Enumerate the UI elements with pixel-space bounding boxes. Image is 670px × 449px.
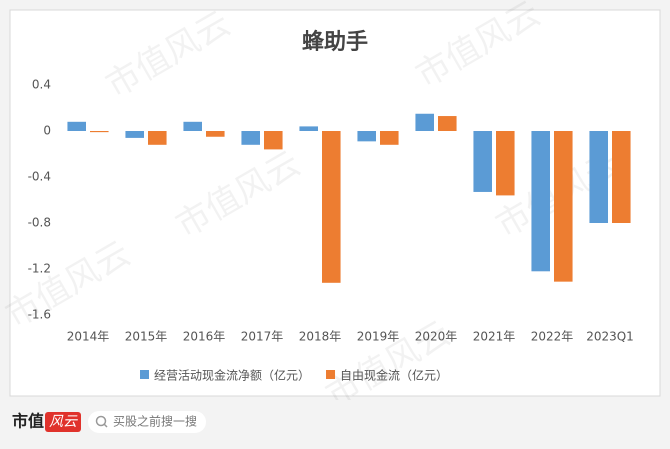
y-tick-label: 0.4 — [32, 78, 51, 92]
x-tick-label: 2014年 — [67, 330, 110, 344]
bar — [473, 131, 492, 192]
x-tick-label: 2021年 — [473, 330, 516, 344]
bar — [415, 113, 434, 131]
brand: 市值 — [12, 412, 44, 431]
search-icon — [95, 415, 107, 427]
bar — [612, 131, 631, 223]
bar — [67, 121, 86, 131]
x-tick-label: 2022年 — [531, 330, 574, 344]
legend-swatch — [140, 370, 149, 379]
y-tick-label: -0.8 — [28, 216, 51, 230]
bar — [554, 131, 573, 282]
bar — [183, 121, 202, 131]
bar — [322, 131, 341, 283]
y-tick-label: -0.4 — [28, 170, 51, 184]
bar — [589, 131, 608, 223]
y-tick-label: -1.6 — [28, 308, 51, 322]
legend-label: 经营活动现金流净额（亿元） — [154, 368, 310, 383]
bar — [496, 131, 515, 196]
x-tick-label: 2016年 — [183, 330, 226, 344]
bar — [380, 131, 399, 145]
x-tick-label: 2018年 — [299, 330, 342, 344]
y-tick-label: 0 — [43, 124, 51, 138]
legend-swatch — [326, 370, 336, 379]
bar — [90, 131, 109, 133]
bar — [531, 131, 550, 272]
bar — [148, 131, 167, 145]
search-icon-handle — [103, 423, 108, 428]
brand-badge — [45, 412, 81, 432]
bar — [125, 131, 144, 138]
bar — [438, 116, 457, 131]
bar — [241, 131, 260, 145]
x-tick-label: 2015年 — [125, 330, 168, 344]
x-tick-label: 2020年 — [415, 330, 458, 344]
brand-mark: 风云 — [49, 414, 78, 430]
search-box[interactable] — [88, 411, 206, 433]
legend-label: 自由现金流（亿元） — [340, 368, 448, 383]
bar — [299, 126, 318, 131]
bar — [357, 131, 376, 142]
x-tick-label: 2023Q1 — [586, 330, 634, 344]
search-placeholder: 买股之前搜一搜 — [113, 414, 197, 429]
y-tick-label: -1.2 — [28, 262, 51, 276]
chart-title: 蜂助手 — [302, 29, 368, 55]
bar — [206, 131, 225, 137]
bar — [264, 131, 283, 150]
x-tick-label: 2019年 — [357, 330, 400, 344]
x-tick-label: 2017年 — [241, 330, 284, 344]
